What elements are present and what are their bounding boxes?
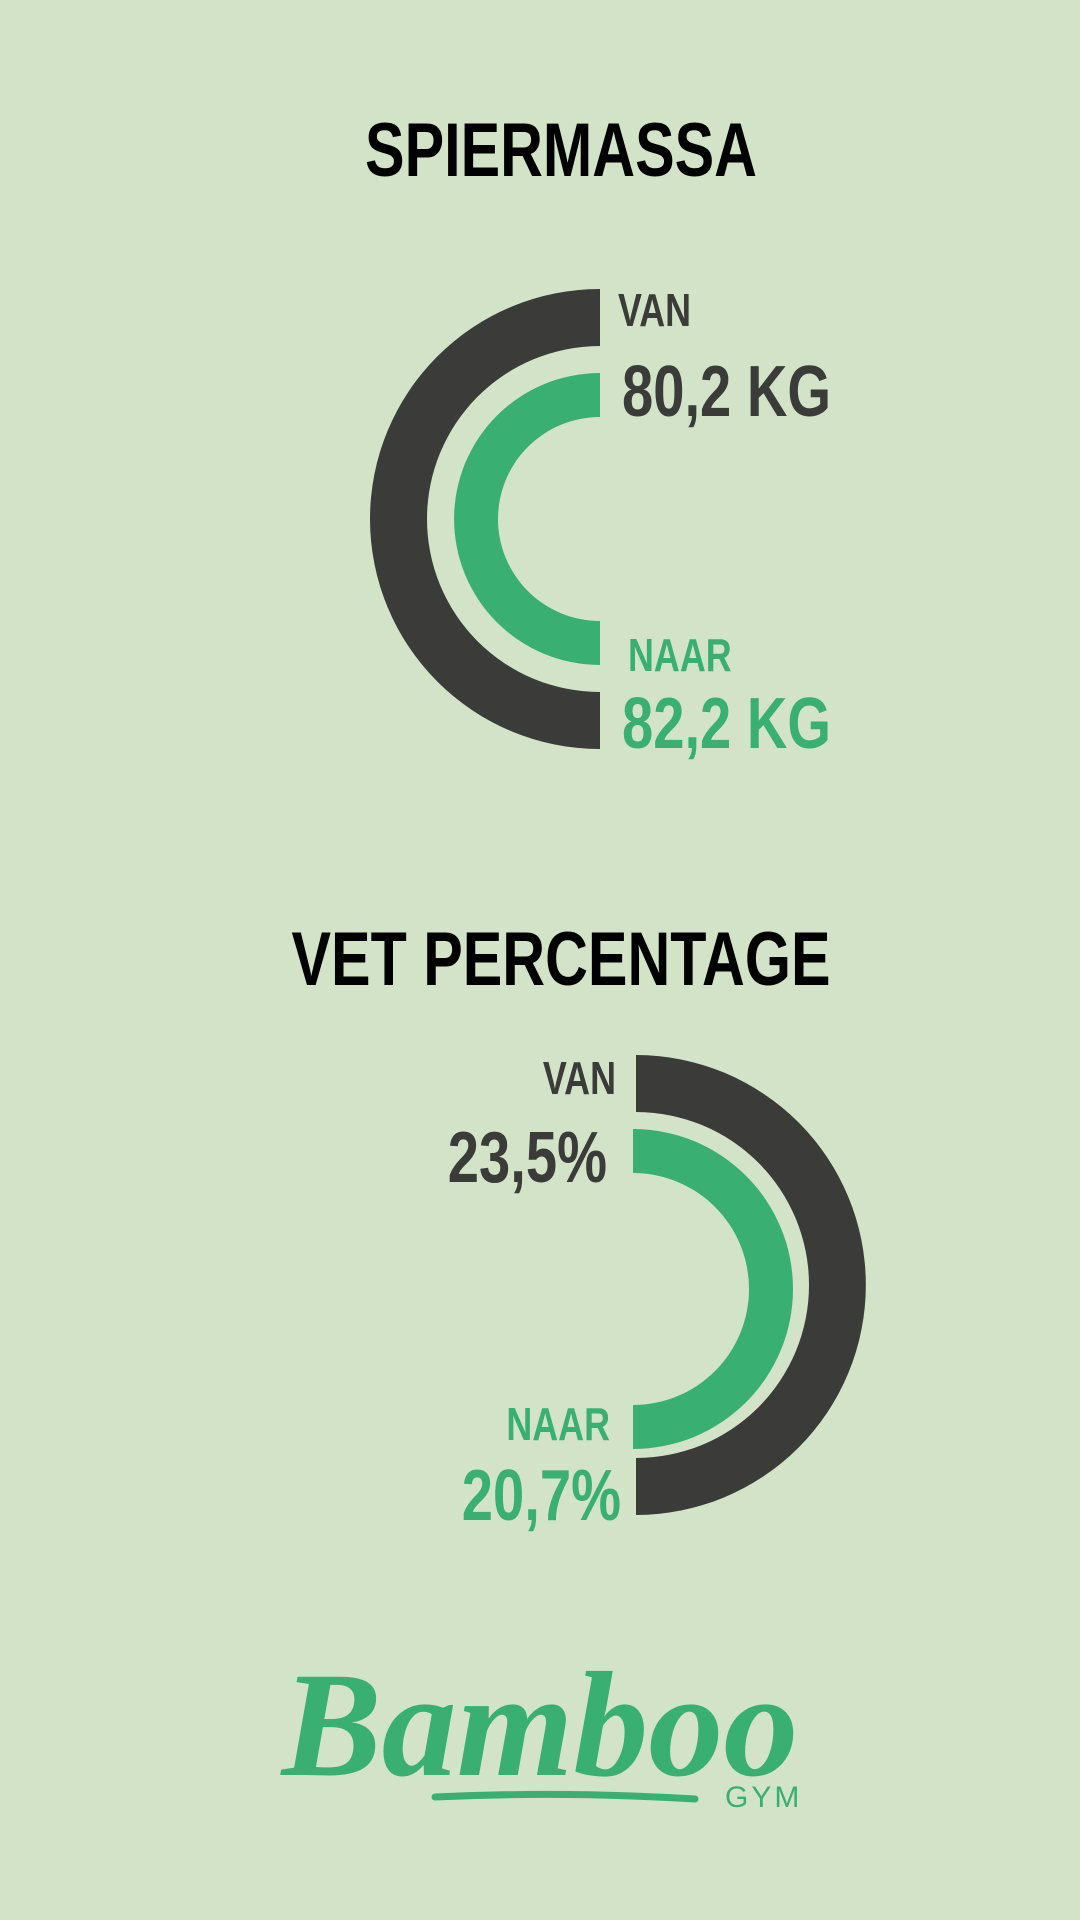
from-value: 80,2 KG bbox=[622, 351, 831, 431]
from-label: VAN bbox=[543, 1053, 616, 1104]
to-value: 82,2 KG bbox=[622, 683, 831, 763]
to-value: 20,7% bbox=[462, 1455, 621, 1535]
from-value: 23,5% bbox=[448, 1117, 607, 1197]
to-arc bbox=[454, 373, 600, 665]
from-arc bbox=[370, 289, 600, 749]
from-label: VAN bbox=[618, 285, 691, 336]
to-label: NAAR bbox=[506, 1399, 610, 1450]
logo-name: Bamboo bbox=[280, 1642, 799, 1808]
from-arc bbox=[636, 1055, 866, 1515]
to-label: NAAR bbox=[628, 630, 732, 681]
section-title: SPIERMASSA bbox=[365, 108, 757, 193]
logo-suffix: GYM bbox=[725, 1781, 802, 1814]
logo-underline bbox=[431, 1790, 699, 1803]
section-title: VET PERCENTAGE bbox=[292, 917, 831, 1002]
to-arc bbox=[633, 1129, 793, 1449]
